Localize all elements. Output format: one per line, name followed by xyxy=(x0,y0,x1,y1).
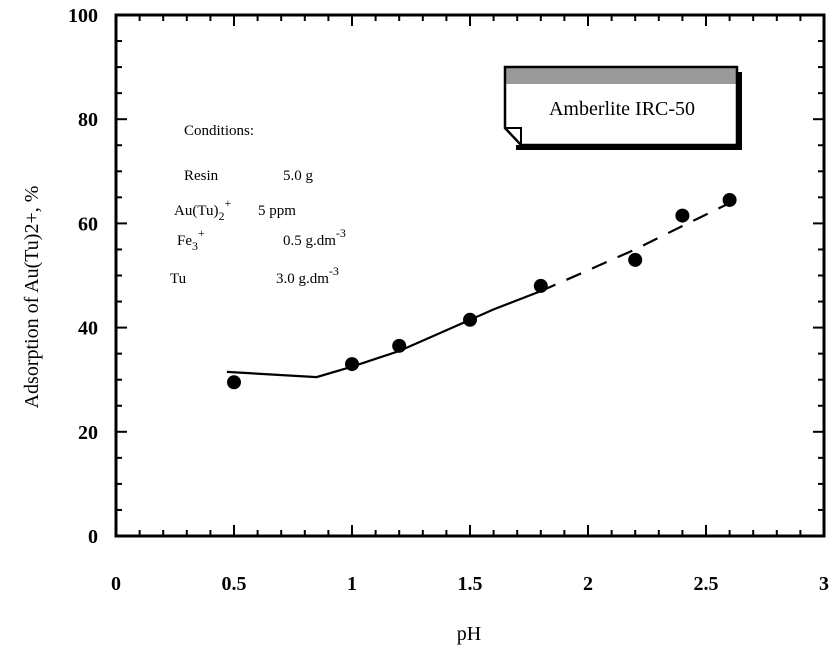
data-point xyxy=(628,252,643,267)
cond-fe-unit-sup: -3 xyxy=(336,226,346,240)
cond-fe-base: Fe xyxy=(177,233,192,249)
fit-lines xyxy=(226,196,742,379)
cond-fe-label: Fe3+ xyxy=(177,226,205,253)
cond-fe-sub: 3 xyxy=(192,239,198,253)
x-tick-label: 0.5 xyxy=(222,573,247,595)
cond-au-base: Au(Tu) xyxy=(174,203,218,219)
legend-box-fold xyxy=(505,127,522,145)
cond-fe-value: 0.5 g.dm-3 xyxy=(283,226,346,249)
data-point xyxy=(227,375,241,390)
cond-tu-unit-sup: -3 xyxy=(329,264,339,278)
cond-tu-label: Tu xyxy=(170,271,187,287)
data-point xyxy=(345,357,359,372)
fit-line-dashed xyxy=(540,196,742,293)
cond-resin-label: Resin xyxy=(184,168,219,184)
x-tick-label: 1.5 xyxy=(458,573,483,595)
axis-ticks xyxy=(115,14,825,537)
legend-box: Amberlite IRC-50 xyxy=(503,65,742,150)
data-point xyxy=(722,192,737,207)
cond-fe-sup: + xyxy=(198,226,205,240)
data-point xyxy=(533,278,548,293)
plot-frame xyxy=(114,13,826,538)
x-tick-label: 3 xyxy=(819,573,829,595)
cond-au-value: 5 ppm xyxy=(258,203,296,219)
legend-box-outline xyxy=(503,65,739,147)
y-tick-label: 80 xyxy=(78,109,98,131)
y-tick-labels: 0 20 40 60 80 100 xyxy=(68,5,98,548)
legend-label: Amberlite IRC-50 xyxy=(549,98,695,120)
data-points xyxy=(227,192,737,390)
cond-au-sup: + xyxy=(224,196,231,210)
cond-au-sub: 2 xyxy=(218,209,224,223)
cond-resin-value: 5.0 g xyxy=(283,168,314,184)
y-axis-label: Adsorption of Au(Tu)2+, % xyxy=(21,186,43,409)
x-tick-label: 1 xyxy=(347,573,357,595)
x-tick-label: 2 xyxy=(583,573,593,595)
x-axis-label: pH xyxy=(457,623,481,645)
data-point xyxy=(392,338,407,353)
conditions-title: Conditions: xyxy=(184,123,254,139)
x-tick-label: 0 xyxy=(111,573,121,595)
cond-au-label: Au(Tu)2+ xyxy=(174,196,231,223)
fit-line-solid xyxy=(226,290,542,379)
conditions-annotation: Conditions: Resin 5.0 g Au(Tu)2+ 5 ppm F… xyxy=(170,123,346,287)
y-tick-label: 40 xyxy=(78,318,98,340)
cond-tu-value: 3.0 g.dm-3 xyxy=(276,264,339,287)
cond-fe-value-text: 0.5 g.dm xyxy=(283,233,336,249)
x-tick-labels: 0 0.5 1 1.5 2 2.5 3 xyxy=(111,573,829,595)
data-point xyxy=(675,208,690,223)
y-tick-label: 60 xyxy=(78,213,98,235)
x-tick-label: 2.5 xyxy=(694,573,719,595)
data-point xyxy=(463,312,477,327)
legend-box-header xyxy=(505,67,737,84)
y-tick-label: 20 xyxy=(78,422,98,444)
plot-border xyxy=(114,13,826,538)
y-tick-label: 100 xyxy=(68,5,98,27)
y-tick-label: 0 xyxy=(88,526,98,548)
cond-tu-value-text: 3.0 g.dm xyxy=(276,271,329,287)
